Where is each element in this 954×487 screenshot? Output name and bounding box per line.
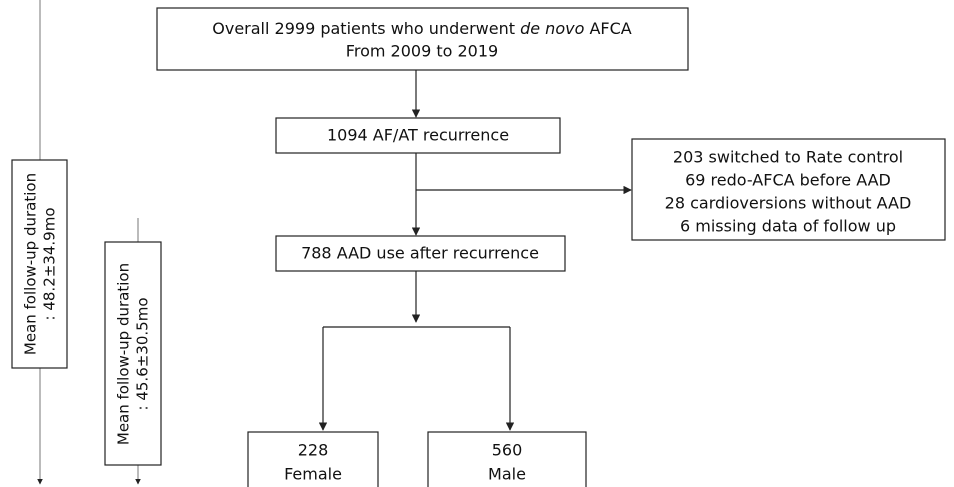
exclusion-box (631, 138, 946, 241)
exclusion-line: 69 redo-AFCA before AAD (685, 171, 891, 190)
exclusion-line: 28 cardioversions without AAD (665, 194, 912, 213)
label-part: de novo (520, 19, 584, 38)
label-part: AFCA (584, 19, 631, 38)
female-box (247, 431, 379, 487)
start-label-line2: From 2009 to 2019 (346, 42, 498, 61)
female-count: 228 (298, 441, 329, 460)
aad-box (275, 235, 566, 272)
follow-up-value: : 48.2±34.9mo (41, 208, 59, 321)
aad-label: 788 AAD use after recurrence (301, 244, 539, 263)
start-box (156, 7, 689, 71)
follow-up-value: : 45.6±30.5mo (134, 298, 152, 411)
start-label: Overall 2999 patients who underwent de n… (212, 19, 632, 38)
male-label: Male (488, 465, 526, 484)
exclusion-line: 6 missing data of follow up (680, 217, 896, 236)
recurrence-box (275, 117, 561, 154)
male-box (427, 431, 587, 487)
female-label: Female (284, 465, 342, 484)
male-count: 560 (492, 441, 523, 460)
follow-up-title: Mean follow-up duration (115, 263, 133, 445)
follow-up-box (104, 241, 162, 466)
label-part: Overall 2999 patients who underwent (212, 19, 520, 38)
exclusion-line: 203 switched to Rate control (673, 148, 903, 167)
follow-up-title: Mean follow-up duration (22, 173, 40, 355)
follow-up-box (11, 159, 68, 369)
recurrence-label: 1094 AF/AT recurrence (327, 126, 509, 145)
